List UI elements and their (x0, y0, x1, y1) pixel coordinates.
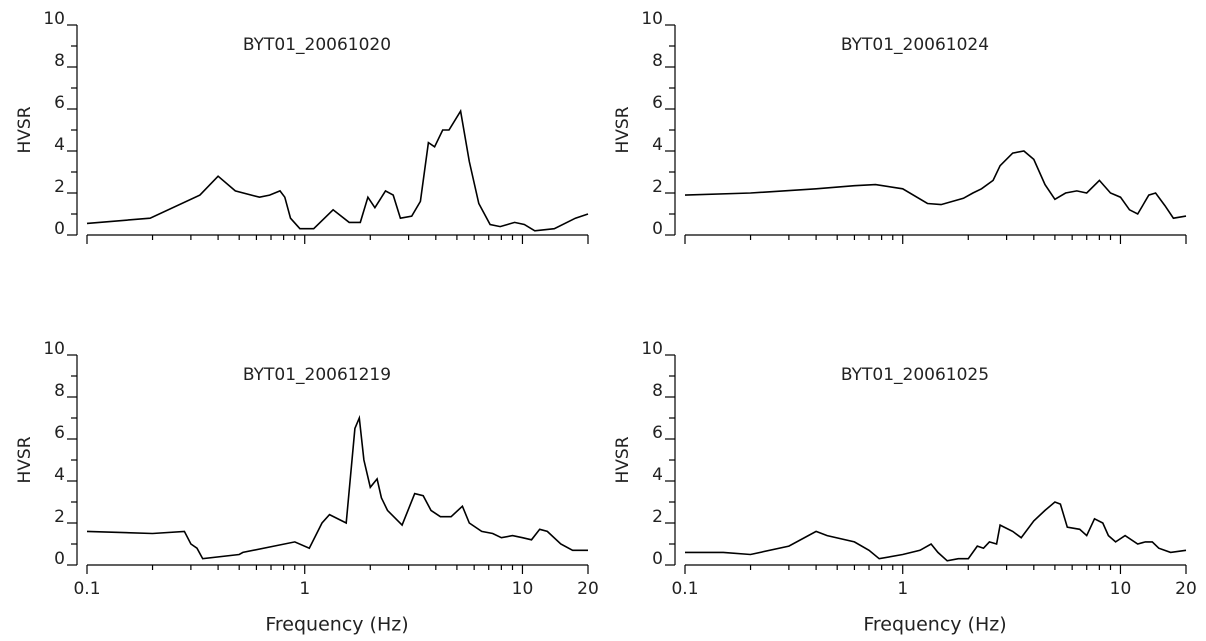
y-tick-label: 4 (652, 465, 663, 485)
y-tick-label: 6 (652, 93, 663, 113)
hvsr-curve (684, 150, 1187, 220)
y-tick-label: 2 (652, 177, 663, 197)
chart-title: BYT01_20061024 (841, 35, 989, 55)
y-tick-label: 6 (54, 423, 65, 443)
y-tick-label: 8 (652, 381, 663, 401)
y-tick-label: 4 (54, 135, 65, 155)
y-tick-label: 0 (652, 219, 663, 239)
hvsr-curve (685, 501, 1187, 562)
y-tick-label: 2 (652, 507, 663, 527)
y-tick-label: 0 (652, 549, 663, 569)
x-axis-label: Frequency (Hz) (863, 614, 1006, 636)
x-tick-label: 1 (299, 579, 310, 599)
y-tick-label: 10 (641, 339, 663, 359)
y-tick-label: 4 (652, 135, 663, 155)
y-axis-label: HVSR (15, 436, 35, 483)
y-tick-label: 2 (54, 177, 65, 197)
y-axis-label: HVSR (613, 106, 633, 153)
x-tick-label: 20 (1175, 579, 1197, 599)
y-tick-label: 8 (652, 51, 663, 71)
y-tick-label: 10 (43, 339, 65, 359)
x-tick-label: 10 (512, 579, 534, 599)
y-axis-label: HVSR (15, 106, 35, 153)
hvsr-curve (86, 414, 588, 560)
chart-title: BYT01_20061219 (243, 365, 391, 385)
y-tick-label: 4 (54, 465, 65, 485)
y-tick-label: 8 (54, 381, 65, 401)
y-axis-label: HVSR (613, 436, 633, 483)
x-tick-label: 20 (577, 579, 599, 599)
x-tick-label: 0.1 (73, 579, 100, 599)
y-tick-label: 2 (54, 507, 65, 527)
x-tick-label: 0.1 (671, 579, 698, 599)
y-tick-label: 8 (54, 51, 65, 71)
x-tick-label: 1 (897, 579, 908, 599)
hvsr-curve (86, 108, 589, 232)
chart-title: BYT01_20061025 (841, 365, 989, 385)
y-tick-label: 0 (54, 549, 65, 569)
y-tick-label: 6 (652, 423, 663, 443)
y-tick-label: 10 (641, 9, 663, 29)
y-tick-label: 0 (54, 219, 65, 239)
chart-title: BYT01_20061020 (243, 35, 391, 55)
y-tick-label: 6 (54, 93, 65, 113)
x-tick-label: 10 (1110, 579, 1132, 599)
y-tick-label: 10 (43, 9, 65, 29)
x-axis-label: Frequency (Hz) (265, 614, 408, 636)
